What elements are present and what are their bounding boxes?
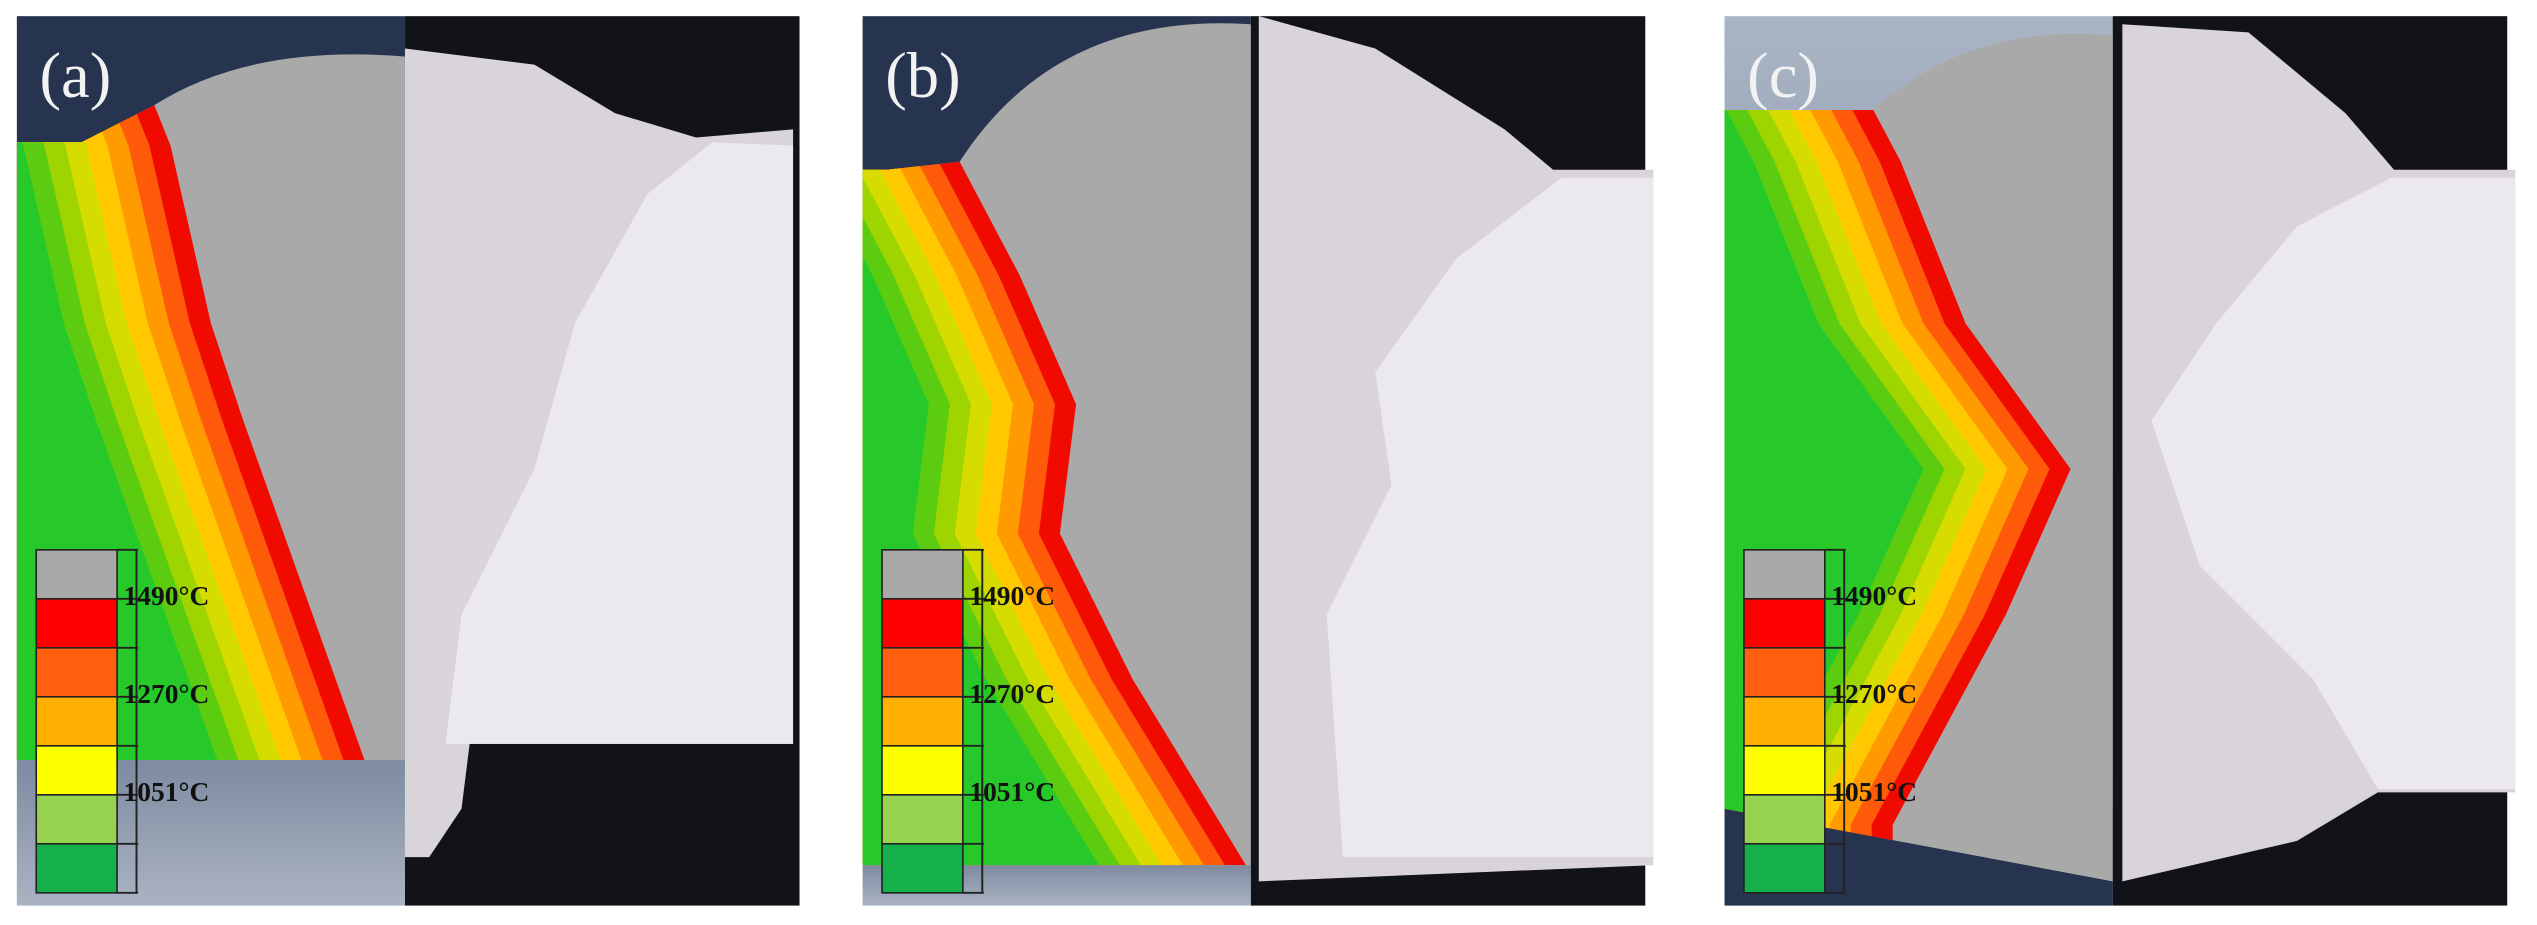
legend-cell (1743, 598, 1826, 649)
legend-cell (35, 745, 118, 796)
macro-fusion-zone (2151, 177, 2516, 790)
legend-cell (881, 598, 964, 649)
legend-cell (35, 647, 118, 698)
legend-label: 1490°C (1831, 581, 1917, 611)
legend-cell (1743, 843, 1826, 894)
legend-label: 1051°C (969, 777, 1055, 807)
legend-label: 1051°C (124, 777, 210, 807)
legend-cell (1743, 794, 1826, 845)
panel: (a) 1490°C 1270°C 1051°C (16, 16, 800, 906)
legend-cell (881, 647, 964, 698)
legend-label: 1270°C (969, 679, 1055, 709)
panel-label: (b) (885, 39, 960, 112)
legend-cell (1743, 549, 1826, 600)
legend-cell (1743, 745, 1826, 796)
legend-cell (881, 745, 964, 796)
legend-cell (35, 696, 118, 747)
legend-cell (35, 598, 118, 649)
legend-label: 1490°C (969, 581, 1055, 611)
legend-cell (35, 549, 118, 600)
legend-label: 1051°C (1831, 777, 1917, 807)
panel-label: (c) (1747, 39, 1819, 112)
legend-cell (881, 696, 964, 747)
legend-cell (881, 843, 964, 894)
legend-cell (1743, 647, 1826, 698)
legend-label: 1270°C (1831, 679, 1917, 709)
panel: (b) 1490°C 1270°C 1051°C (862, 16, 1654, 906)
macro-fusion-zone (445, 142, 794, 744)
legend-label: 1490°C (124, 581, 210, 611)
legend-cell (35, 794, 118, 845)
macro-fusion-zone (1326, 177, 1654, 858)
legend-cell (1743, 696, 1826, 747)
legend-cell (881, 549, 964, 600)
legend-cell (35, 843, 118, 894)
legend-label: 1270°C (124, 679, 210, 709)
panel: (c) 1490°C 1270°C 1051°C (1724, 16, 2516, 906)
legend-cell (881, 794, 964, 845)
panel-label: (a) (39, 39, 111, 112)
